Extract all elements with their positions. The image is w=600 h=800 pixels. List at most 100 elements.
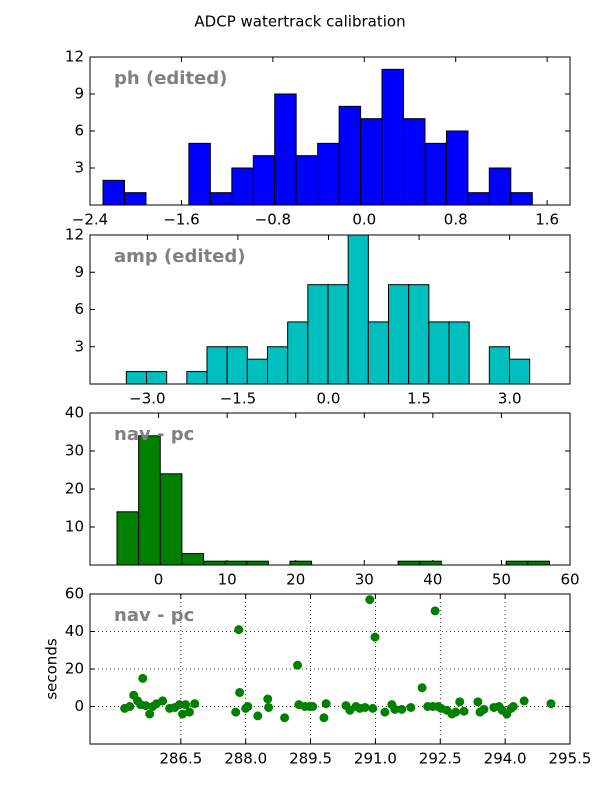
point	[308, 702, 318, 711]
bar	[146, 371, 168, 385]
x-tick-label: 60	[560, 571, 579, 589]
y-tick-label: 30	[65, 442, 84, 460]
y-axis-label: seconds	[43, 638, 61, 699]
point	[519, 696, 529, 706]
point	[280, 713, 290, 723]
point	[293, 660, 303, 670]
bar	[448, 321, 470, 385]
bar	[381, 68, 404, 206]
point	[234, 625, 244, 635]
y-tick-label: 6	[74, 122, 84, 140]
bar	[252, 155, 276, 206]
point	[321, 699, 331, 709]
bar	[408, 284, 430, 385]
bar	[202, 560, 226, 566]
point	[406, 702, 416, 712]
y-tick-label: 20	[65, 480, 84, 498]
point	[430, 606, 440, 616]
y-tick-label: 12	[65, 48, 84, 66]
x-tick-label: 20	[286, 571, 305, 589]
x-tick-label: −1.6	[163, 211, 199, 229]
point	[181, 700, 191, 710]
annotation: nav - pc	[114, 424, 194, 445]
point	[473, 697, 483, 707]
axes-frame	[89, 56, 571, 206]
bar	[505, 560, 529, 566]
point	[455, 697, 465, 707]
point	[263, 694, 273, 704]
bar	[402, 118, 426, 206]
x-tick-label: 294.0	[484, 750, 527, 768]
y-tick-label: 9	[74, 85, 84, 103]
bar	[488, 167, 512, 206]
annotation: amp (edited)	[114, 246, 245, 267]
x-tick-label: 10	[218, 571, 237, 589]
bar	[419, 560, 442, 566]
x-tick-label: 0.8	[444, 211, 468, 229]
y-tick-label: 40	[65, 622, 84, 640]
x-tick-label: −2.4	[72, 211, 108, 229]
bar	[428, 321, 450, 385]
bar	[267, 346, 289, 385]
point	[319, 713, 329, 723]
bar	[188, 142, 211, 206]
y-tick-label: 0	[74, 697, 84, 715]
point	[365, 595, 375, 605]
bar	[397, 560, 421, 566]
y-tick-label: 9	[74, 263, 84, 281]
point	[178, 709, 188, 719]
x-tick-label: 288.0	[224, 750, 267, 768]
x-tick-label: 295.5	[549, 750, 592, 768]
bar	[510, 192, 533, 206]
x-tick-label: 292.5	[419, 750, 462, 768]
bar	[206, 346, 228, 385]
x-tick-label: 0.0	[352, 211, 376, 229]
x-tick-label: 291.0	[354, 750, 397, 768]
bar	[338, 105, 362, 206]
bar	[509, 358, 531, 385]
point	[158, 696, 168, 706]
annotation: nav - pc	[114, 605, 194, 626]
x-tick-label: −1.5	[220, 390, 256, 408]
x-tick-label: 289.5	[289, 750, 332, 768]
bar	[209, 192, 233, 206]
annotation: ph (edited)	[114, 68, 227, 89]
bar	[467, 192, 490, 206]
bar	[246, 560, 269, 566]
point	[546, 699, 556, 709]
point	[370, 632, 380, 642]
point	[459, 706, 469, 716]
point	[368, 703, 378, 713]
x-tick-label: 286.5	[159, 750, 202, 768]
x-tick-label: 30	[355, 571, 374, 589]
bar	[289, 560, 313, 566]
bar	[317, 142, 340, 206]
axes-frame	[89, 412, 571, 566]
x-tick-label: 3.0	[498, 390, 522, 408]
point	[508, 702, 518, 711]
point	[231, 707, 241, 717]
bar	[138, 435, 161, 566]
bar	[159, 473, 183, 566]
point	[184, 707, 194, 717]
y-tick-label: 3	[74, 159, 84, 177]
point	[390, 704, 400, 714]
point	[243, 702, 253, 711]
y-tick-label: 10	[65, 518, 84, 536]
bar	[527, 560, 550, 566]
bar	[116, 511, 140, 566]
bar	[367, 321, 390, 385]
point	[125, 702, 135, 711]
bar	[231, 167, 254, 206]
x-tick-label: −3.0	[129, 390, 165, 408]
bar	[347, 234, 369, 385]
point	[479, 704, 489, 714]
x-tick-label: 0	[154, 571, 164, 589]
point	[138, 673, 148, 683]
bar	[186, 371, 208, 385]
bar	[274, 93, 297, 206]
point	[190, 699, 200, 709]
bar	[424, 142, 447, 206]
y-tick-label: 3	[74, 337, 84, 355]
